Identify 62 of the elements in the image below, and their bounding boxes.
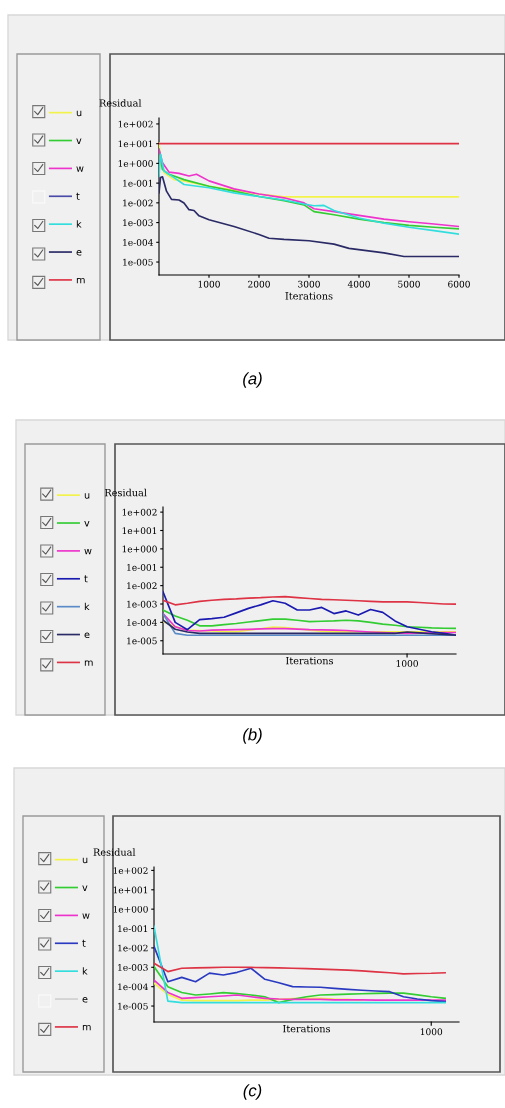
- legend-label: t: [82, 939, 86, 947]
- y-tick-label: 1e-005: [118, 1002, 148, 1010]
- y-tick-label: 1e-003: [118, 964, 148, 971]
- legend-label: t: [84, 575, 88, 583]
- y-tick-label: 1e-002: [127, 582, 157, 590]
- y-tick-label: 1e+000: [113, 905, 148, 913]
- x-tick-label: 1000: [198, 280, 220, 288]
- x-axis-title: Iterations: [285, 292, 333, 300]
- legend-label: w: [82, 913, 90, 919]
- y-tick-label: 1e-004: [118, 983, 148, 991]
- legend-label: k: [76, 220, 82, 228]
- y-tick-label: 1e-005: [127, 637, 157, 645]
- legend-label: e: [76, 250, 82, 256]
- x-axis-title: Iterations: [283, 1025, 331, 1033]
- text: (c): [243, 1084, 262, 1100]
- y-tick-label: 1e+001: [118, 140, 153, 148]
- y-tick-label: 1e-005: [123, 258, 153, 266]
- legend-label: v: [82, 885, 88, 891]
- y-tick-label: 1e-001: [127, 563, 157, 571]
- y-tick-label: 1e-002: [118, 944, 148, 952]
- x-tick-label: 3000: [298, 280, 320, 288]
- legend-label: t: [76, 192, 80, 200]
- legend-label: e: [82, 997, 88, 1003]
- legend-label: u: [76, 110, 82, 117]
- x-tick-label: 5000: [398, 280, 420, 288]
- x-tick-label: 2000: [248, 280, 270, 288]
- y-tick-label: 1e-003: [123, 219, 153, 227]
- legend-label: k: [82, 967, 88, 975]
- text: 1000: [396, 660, 418, 667]
- legend-label: m: [84, 660, 93, 666]
- y-tick-label: 1e-004: [123, 239, 153, 246]
- y-tick-label: 1e-002: [123, 199, 153, 207]
- x-tick-label: 4000: [347, 280, 370, 288]
- y-tick-label: 1e-001: [118, 925, 148, 933]
- legend-label: v: [76, 138, 82, 144]
- legend-label: u: [84, 493, 90, 499]
- legend-label: v: [84, 521, 90, 527]
- legend-label: m: [76, 277, 85, 284]
- legend-label: k: [84, 602, 90, 611]
- y-axis-title: Residual: [104, 488, 147, 497]
- legend-label: w: [84, 548, 92, 555]
- y-axis-title: Residual: [93, 848, 136, 856]
- y-tick-label: 1e+001: [113, 886, 148, 894]
- text: (b): [243, 728, 262, 744]
- y-tick-label: 1e+002: [113, 867, 148, 874]
- legend-label: w: [76, 166, 84, 172]
- y-tick-label: 1e-003: [127, 600, 157, 608]
- text: (a): [243, 372, 262, 388]
- x-axis-title: Iterations: [286, 657, 334, 665]
- y-tick-label: 1e+002: [122, 508, 157, 516]
- text: 1000: [420, 1028, 443, 1036]
- y-tick-label: 1e+002: [118, 120, 153, 128]
- y-tick-label: 1e+000: [118, 160, 153, 167]
- y-tick-label: 1e+001: [122, 527, 157, 535]
- legend-label: e: [84, 632, 90, 639]
- y-axis-title: Residual: [99, 99, 142, 107]
- legend-label: m: [82, 1024, 91, 1031]
- y-tick-label: 1e-004: [127, 619, 157, 626]
- y-tick-label: 1e-001: [123, 179, 153, 187]
- y-tick-label: 1e+000: [122, 545, 157, 553]
- x-tick-label: 6000: [448, 280, 470, 288]
- legend-label: u: [82, 857, 88, 864]
